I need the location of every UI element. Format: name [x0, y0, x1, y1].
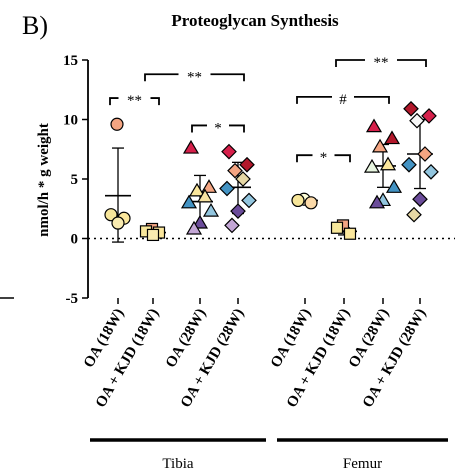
chart-title: Proteoglycan Synthesis	[171, 11, 339, 30]
y-tick-label: -5	[66, 291, 79, 307]
data-point	[239, 156, 255, 173]
data-point	[365, 118, 383, 133]
significance-bracket	[334, 154, 351, 163]
significance-bracket	[335, 59, 365, 67]
significance-label: #	[339, 92, 347, 108]
data-point	[421, 108, 437, 124]
y-tick-label: 10	[63, 113, 78, 129]
data-point	[202, 202, 220, 217]
data-point	[385, 179, 403, 193]
significance-bracket	[397, 59, 427, 67]
data-point	[368, 194, 386, 209]
y-tick-label: 15	[63, 53, 78, 69]
data-point	[191, 214, 209, 229]
y-tick-label: 5	[71, 172, 79, 188]
y-tick-label: 0	[71, 232, 79, 248]
significance-label: *	[320, 150, 328, 166]
data-point	[401, 156, 417, 173]
data-point	[383, 130, 401, 145]
significance-bracket	[109, 97, 119, 106]
data-point	[363, 158, 381, 173]
significance-bracket	[191, 124, 207, 133]
data-point	[185, 220, 203, 235]
panel-label: B)	[22, 11, 48, 40]
data-point	[219, 180, 235, 197]
data-point	[330, 221, 344, 234]
significance-label: **	[127, 93, 142, 109]
data-point	[200, 179, 218, 193]
data-point	[406, 206, 422, 223]
significance-label: *	[214, 120, 222, 136]
data-point	[182, 139, 200, 154]
data-point	[230, 203, 246, 219]
data-point	[423, 164, 439, 180]
significance-bracket	[229, 124, 245, 133]
data-point	[227, 162, 243, 179]
data-point	[379, 156, 397, 171]
data-point	[409, 112, 425, 129]
data-point	[111, 216, 125, 230]
data-point	[343, 227, 357, 240]
data-point	[235, 171, 251, 187]
y-axis-label: nmol/h * g weight	[36, 123, 52, 237]
data-point	[104, 208, 118, 222]
x-category-label: OA + KJD (18W)	[93, 306, 163, 411]
data-point	[196, 188, 214, 203]
group-label: Tibia	[162, 456, 193, 472]
significance-label: **	[187, 69, 202, 85]
data-point	[304, 196, 318, 210]
data-point	[417, 146, 433, 162]
data-point	[188, 182, 206, 197]
significance-bracket	[354, 95, 390, 104]
significance-bracket	[144, 73, 179, 82]
data-point	[146, 228, 160, 242]
data-point	[371, 138, 389, 153]
data-point	[241, 192, 257, 209]
significance-bracket	[150, 97, 160, 106]
significance-bracket	[210, 73, 245, 82]
significance-bracket	[296, 95, 332, 104]
data-point	[180, 194, 198, 209]
data-point	[110, 117, 124, 131]
significance-label: **	[374, 55, 389, 71]
significance-bracket	[296, 154, 313, 163]
data-point	[291, 193, 305, 208]
data-point	[403, 100, 419, 117]
data-point	[412, 191, 428, 208]
data-point	[224, 217, 240, 234]
group-label: Femur	[343, 456, 382, 472]
data-point	[221, 143, 237, 160]
